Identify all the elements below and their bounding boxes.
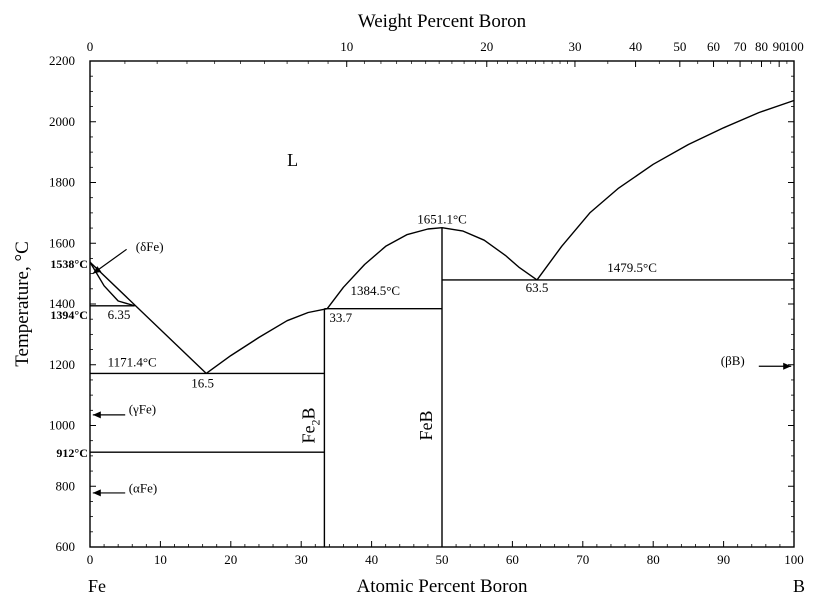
y-tick-label: 1200 xyxy=(49,357,75,372)
x-tick-label: 10 xyxy=(154,552,167,567)
top-tick-label: 60 xyxy=(707,39,720,54)
y-tick-label: 1400 xyxy=(49,296,75,311)
x-tick-label: 90 xyxy=(717,552,730,567)
arrow-head xyxy=(92,411,101,419)
top-axis-title: Weight Percent Boron xyxy=(358,11,527,32)
top-tick-label: 0 xyxy=(87,39,94,54)
arrow-head xyxy=(92,266,102,274)
annotation-label: 63.5 xyxy=(526,280,549,295)
arrow-head xyxy=(92,489,101,497)
compound-suffix: B xyxy=(299,407,319,419)
annotation-label: (βB) xyxy=(721,353,745,368)
x-tick-label: 50 xyxy=(436,552,449,567)
y-tick-label: 1600 xyxy=(49,235,75,250)
annotation-label: 33.7 xyxy=(329,310,352,325)
compound-main: FeB xyxy=(416,410,436,440)
top-tick-label: 20 xyxy=(480,39,493,54)
x-tick-label: 20 xyxy=(224,552,237,567)
phase-boundary-line xyxy=(326,227,443,310)
arrow-head xyxy=(783,362,792,370)
annotation-label: 1651.1°C xyxy=(417,212,467,227)
x-tick-label: 30 xyxy=(295,552,308,567)
annotation-label: 1479.5°C xyxy=(607,260,657,275)
top-tick-label: 30 xyxy=(568,39,581,54)
annotation-label: 6.35 xyxy=(108,307,131,322)
annotation-label: 1394°C xyxy=(50,308,87,322)
top-tick-label: 50 xyxy=(673,39,686,54)
y-tick-label: 1800 xyxy=(49,175,75,190)
corner-label-b: B xyxy=(793,576,805,596)
x-tick-label: 100 xyxy=(784,552,804,567)
y-axis-title: Temperature, °C xyxy=(12,241,33,367)
top-tick-label: 70 xyxy=(734,39,747,54)
y-tick-label: 2200 xyxy=(49,53,75,68)
y-tick-label: 2000 xyxy=(49,114,75,129)
top-tick-label: 80 xyxy=(755,39,768,54)
annotation-label: 16.5 xyxy=(191,376,214,391)
x-tick-label: 0 xyxy=(87,552,94,567)
phase-boundary-line xyxy=(536,99,795,281)
annotation-label: 1171.4°C xyxy=(108,354,157,369)
top-tick-label: 40 xyxy=(629,39,642,54)
annotation-label: (δFe) xyxy=(136,239,164,254)
x-tick-label: 60 xyxy=(506,552,519,567)
phase-boundary-line xyxy=(89,261,135,307)
phase-compound-label: FeB xyxy=(416,410,436,440)
phase-compound-label: Fe2B xyxy=(299,407,323,443)
annotation-label: 1384.5°C xyxy=(350,283,400,298)
y-tick-label: 1000 xyxy=(49,418,75,433)
x-axis-title: Atomic Percent Boron xyxy=(357,576,528,597)
x-tick-label: 80 xyxy=(647,552,660,567)
top-tick-label: 100 xyxy=(784,39,804,54)
phase-boundary-line xyxy=(89,261,207,374)
annotation-label: 1538°C xyxy=(50,257,87,271)
annotation-label: (αFe) xyxy=(129,480,157,495)
y-tick-label: 800 xyxy=(56,478,76,493)
corner-label-fe: Fe xyxy=(88,576,106,596)
compound-subscript: 2 xyxy=(309,420,323,426)
annotation-label: (γFe) xyxy=(129,401,156,416)
y-tick-label: 600 xyxy=(56,539,76,554)
annotation-label: 912°C xyxy=(56,446,87,460)
phase-boundary-line xyxy=(441,227,538,281)
x-tick-label: 40 xyxy=(365,552,378,567)
x-tick-label: 70 xyxy=(576,552,589,567)
phase-lines xyxy=(89,99,795,547)
compound-main: Fe xyxy=(299,425,319,443)
top-tick-label: 90 xyxy=(773,39,786,54)
top-tick-label: 10 xyxy=(340,39,353,54)
phase-boundary-line xyxy=(205,308,328,374)
annotation-label: L xyxy=(287,150,298,170)
axis-ticks: 0 10 20 30 40 50 60 70 80 90 100600800100012001400… xyxy=(49,39,804,567)
annotations: L 1651.1°C 1384.5°C 1479.5°C 63.5 33.7 6.35 117… xyxy=(50,150,792,497)
